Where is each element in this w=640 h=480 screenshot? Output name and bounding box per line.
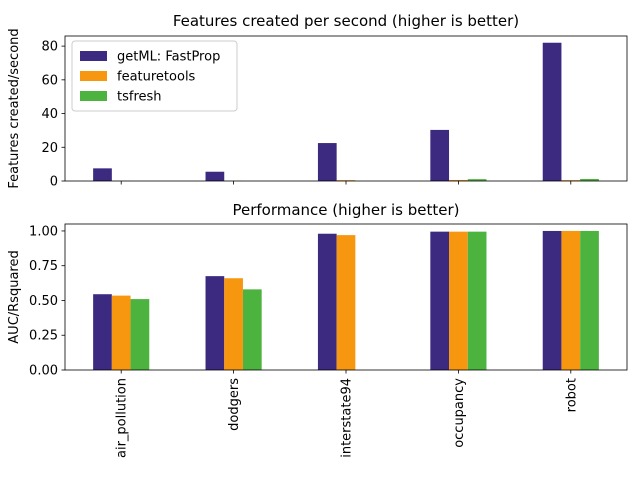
bar-featuretools-occupancy [449,179,468,181]
y-tick-label: 60 [41,73,58,88]
y-tick-label: 0.50 [29,294,58,309]
y-axis-label: AUC/Rsquared [7,250,22,343]
bar-featuretools-robot [561,180,581,181]
x-tick-label-air_pollution: air_pollution [115,378,130,458]
performance-panel: 0.00 0.25 0.50 0.75 1.00 air_pollution dodgers… [7,201,628,458]
bar-featuretools-dodgers [224,278,243,370]
legend-label: featuretools [117,70,196,85]
chart-title: Features created per second (higher is b… [173,12,519,30]
y-tick-label: 0.00 [29,364,58,379]
y-tick-label: 40 [41,107,58,122]
bar-featuretools-air_pollution [111,295,131,370]
y-axis-label: Features created/second [7,28,22,188]
bar-featuretools-interstate94 [336,235,356,370]
bar-featuretools-interstate94 [336,180,356,181]
bar-getml-fastprop-dodgers [205,276,225,370]
bar-getml-fastprop-air_pollution [93,168,112,181]
bar-tsfresh-robot [580,178,599,181]
bar-tsfresh-robot [580,230,599,370]
y-tick-label: 20 [41,141,58,156]
bar-getml-fastprop-dodgers [205,171,225,181]
chart-title: Performance (higher is better) [232,201,459,219]
bar-getml-fastprop-interstate94 [317,143,337,181]
legend-swatch [80,51,107,61]
x-tick-label-interstate94: interstate94 [340,378,355,458]
bar-getml-fastprop-robot [542,230,562,370]
y-tick-label: 0.75 [29,259,58,274]
legend-swatch [80,91,107,101]
x-tick-label-dodgers: dodgers [227,378,242,431]
bar-tsfresh-occupancy [467,231,487,370]
legend-label: tsfresh [117,90,162,105]
y-tick-label: 0.25 [29,329,58,344]
bar-getml-fastprop-occupancy [430,129,450,181]
bar-getml-fastprop-interstate94 [317,233,337,370]
legend-swatch [80,71,107,81]
y-tick-label: 0 [50,175,58,190]
bar-tsfresh-occupancy [467,179,487,181]
bar-getml-fastprop-robot [542,42,562,181]
legend-box [71,40,238,112]
bar-getml-fastprop-air_pollution [93,294,112,370]
y-tick-label: 1.00 [29,224,58,239]
bar-getml-fastprop-occupancy [430,231,450,370]
x-tick-label-occupancy: occupancy [452,378,467,448]
bar-featuretools-robot [561,230,581,370]
bar-tsfresh-air_pollution [130,299,150,370]
bar-featuretools-occupancy [449,231,468,370]
bar-tsfresh-dodgers [242,289,262,370]
y-tick-label: 80 [41,40,58,55]
features-per-second-panel: 0 20 40 60 80 Features created per second (hi… [7,12,628,190]
x-tick-label-robot: robot [564,378,579,412]
legend-label: getML: FastProp [117,50,220,65]
